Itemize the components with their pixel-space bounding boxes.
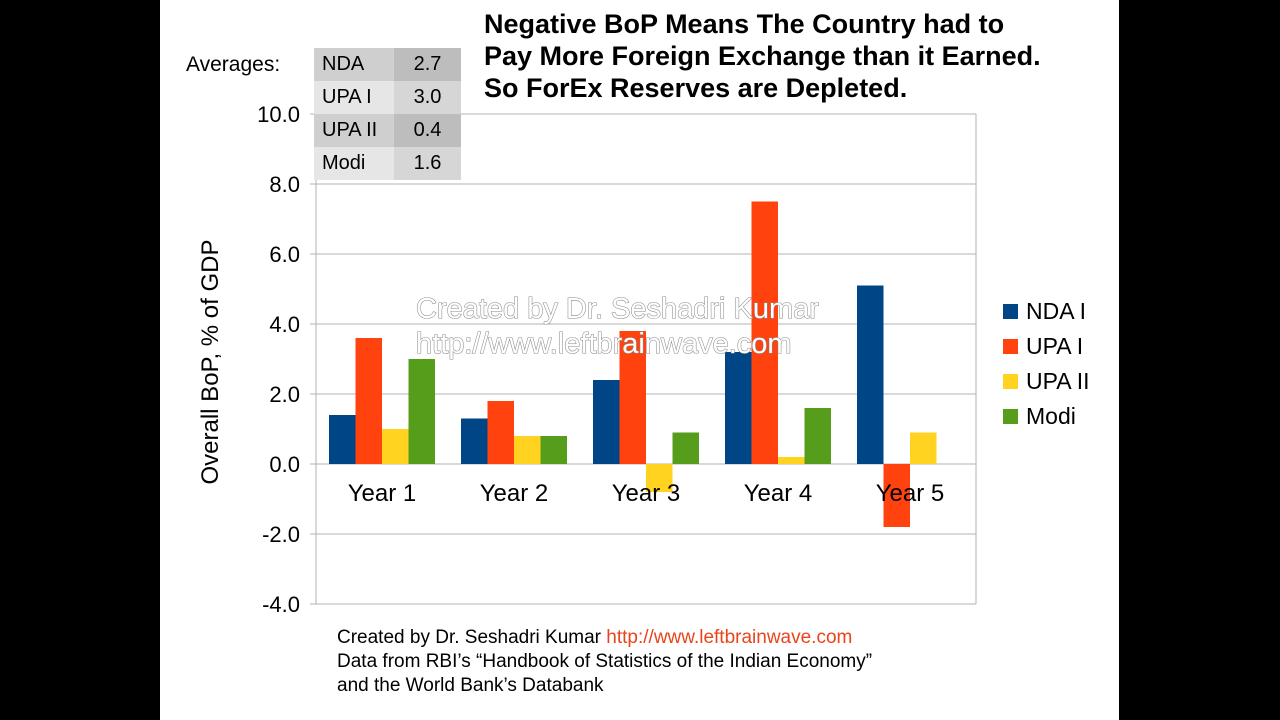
chart-legend: NDA I UPA I UPA II Modi xyxy=(1003,294,1090,434)
bar-upa-i-year-5 xyxy=(883,464,910,527)
title-line-1: Negative BoP Means The Country had to xyxy=(484,9,1005,39)
bar-upa-i-year-4 xyxy=(751,201,778,464)
footer-website-link[interactable]: http://www.leftbrainwave.com xyxy=(606,627,853,648)
y-tick-label: 2.0 xyxy=(269,382,300,407)
y-axis-title: Overall BoP, % of GDP xyxy=(197,240,224,485)
slide-title: Negative BoP Means The Country had to Pa… xyxy=(484,8,1104,104)
bar-upa-i-year-3 xyxy=(619,331,646,464)
legend-swatch-upa2 xyxy=(1003,374,1018,389)
averages-label: Averages: xyxy=(186,53,281,76)
x-category-label: Year 4 xyxy=(744,480,813,507)
averages-table: NDA 2.7 UPA I 3.0 UPA II 0.4 Modi 1.6 xyxy=(314,48,461,180)
averages-value: 2.7 xyxy=(394,48,461,81)
legend-label: UPA I xyxy=(1026,333,1084,359)
x-category-label: Year 1 xyxy=(348,480,417,507)
legend-item-modi: Modi xyxy=(1003,399,1090,434)
legend-item-upa1: UPA I xyxy=(1003,329,1090,364)
bar-upa-ii-year-4 xyxy=(778,457,805,464)
footer-author: Created by Dr. Seshadri Kumar xyxy=(337,627,602,648)
averages-row-nda: NDA 2.7 xyxy=(314,48,461,81)
bar-nda-i-year-2 xyxy=(461,418,488,464)
bar-upa-ii-year-5 xyxy=(910,432,937,464)
averages-row-upa2: UPA II 0.4 xyxy=(314,114,461,147)
legend-item-nda: NDA I xyxy=(1003,294,1090,329)
bar-upa-i-year-1 xyxy=(355,338,382,464)
bar-modi-year-4 xyxy=(804,408,831,464)
y-tick-label: 4.0 xyxy=(269,312,300,337)
bar-upa-ii-year-3 xyxy=(646,464,673,492)
watermark-line-1: Created by Dr. Seshadri Kumar xyxy=(416,293,819,325)
y-tick-label: 6.0 xyxy=(269,242,300,267)
title-line-3: So ForEx Reserves are Depleted. xyxy=(484,73,908,103)
title-line-2: Pay More Foreign Exchange than it Earned… xyxy=(484,41,1041,71)
averages-name: UPA II xyxy=(314,114,394,147)
y-tick-label: 0.0 xyxy=(269,452,300,477)
legend-label: NDA I xyxy=(1026,298,1087,324)
bar-nda-i-year-5 xyxy=(857,285,884,464)
legend-label: Modi xyxy=(1026,403,1076,429)
footer-credits: Created by Dr. Seshadri Kumar http://www… xyxy=(337,626,872,698)
x-category-label: Year 5 xyxy=(876,480,945,507)
averages-value: 0.4 xyxy=(394,114,461,147)
legend-swatch-modi xyxy=(1003,409,1018,424)
y-tick-label: 8.0 xyxy=(269,172,300,197)
bar-upa-ii-year-1 xyxy=(382,429,409,464)
averages-row-modi: Modi 1.6 xyxy=(314,147,461,180)
x-category-label: Year 2 xyxy=(480,480,549,507)
legend-label: UPA II xyxy=(1026,368,1090,394)
bar-nda-i-year-3 xyxy=(593,380,620,464)
bar-nda-i-year-4 xyxy=(725,352,752,464)
legend-swatch-upa1 xyxy=(1003,339,1018,354)
averages-name: UPA I xyxy=(314,81,394,114)
bar-chart: 10.0 8.0 6.0 4.0 2.0 0.0 -2.0 -4.0 Year 1 Year 2 Y… xyxy=(197,102,977,617)
bar-upa-ii-year-2 xyxy=(514,436,541,464)
legend-swatch-nda xyxy=(1003,304,1018,319)
footer-line-3: and the World Bank’s Databank xyxy=(337,675,604,696)
bar-modi-year-2 xyxy=(540,436,567,464)
slide: Negative BoP Means The Country had to Pa… xyxy=(160,0,1119,720)
averages-name: Modi xyxy=(314,147,394,180)
averages-value: 1.6 xyxy=(394,147,461,180)
averages-value: 3.0 xyxy=(394,81,461,114)
legend-item-upa2: UPA II xyxy=(1003,364,1090,399)
y-tick-label: 10.0 xyxy=(257,102,300,127)
averages-name: NDA xyxy=(314,48,394,81)
watermark-line-2: http://www.leftbrainwave.com xyxy=(416,328,792,360)
bar-modi-year-1 xyxy=(408,359,435,464)
averages-row-upa1: UPA I 3.0 xyxy=(314,81,461,114)
footer-line-2: Data from RBI’s “Handbook of Statistics … xyxy=(337,651,873,672)
bar-modi-year-3 xyxy=(672,432,699,464)
footer-line-1: Created by Dr. Seshadri Kumar http://www… xyxy=(337,626,872,650)
bar-nda-i-year-1 xyxy=(329,415,356,464)
x-category-label: Year 3 xyxy=(612,480,681,507)
bar-upa-i-year-2 xyxy=(487,401,514,464)
y-tick-label: -4.0 xyxy=(262,592,300,617)
y-tick-label: -2.0 xyxy=(262,522,300,547)
